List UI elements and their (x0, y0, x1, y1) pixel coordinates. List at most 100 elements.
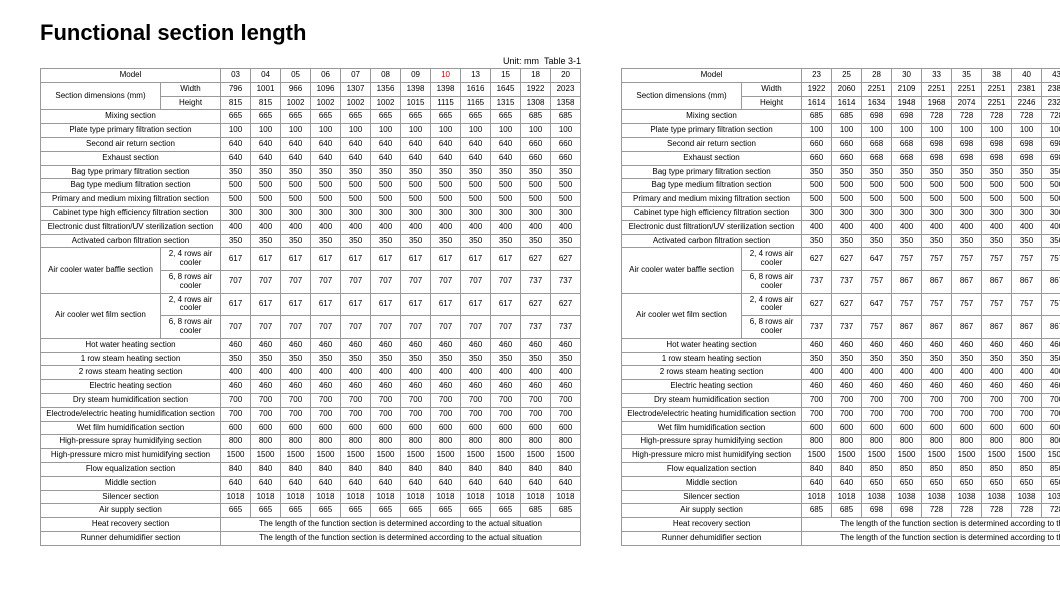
cell: 1500 (551, 449, 581, 463)
cell: 685 (802, 110, 832, 124)
row-label: 1 row steam heating section (622, 352, 802, 366)
cell: 460 (551, 338, 581, 352)
cell: 627 (802, 248, 832, 271)
cell: 707 (341, 270, 371, 293)
row-label: Flow equalization section (41, 462, 221, 476)
row-label: Bag type primary filtration section (622, 165, 802, 179)
cell: 757 (922, 248, 952, 271)
cell: 867 (922, 316, 952, 339)
cell: 700 (982, 393, 1012, 407)
cell: 698 (1042, 137, 1060, 151)
cell: 757 (952, 248, 982, 271)
cell: 400 (892, 366, 922, 380)
cell: 600 (251, 421, 281, 435)
cell: 640 (221, 476, 251, 490)
cell: 707 (371, 270, 401, 293)
cell: 350 (952, 165, 982, 179)
cell: 660 (521, 137, 551, 151)
cell: 617 (251, 293, 281, 316)
cell: 350 (281, 352, 311, 366)
cell: 500 (952, 193, 982, 207)
cell: 668 (862, 137, 892, 151)
cell: 757 (982, 293, 1012, 316)
cell: 400 (521, 366, 551, 380)
cell: 460 (1042, 380, 1060, 394)
cell: 300 (551, 206, 581, 220)
cell: 500 (1042, 193, 1060, 207)
cell: 460 (952, 338, 982, 352)
cell: 300 (221, 206, 251, 220)
cell: 700 (551, 393, 581, 407)
cell: 100 (311, 124, 341, 138)
cell: 800 (1012, 435, 1042, 449)
cell: 1018 (491, 490, 521, 504)
row-sublabel: 2, 4 rows air cooler (742, 248, 802, 271)
cell: 867 (952, 270, 982, 293)
cell: 300 (251, 206, 281, 220)
cell: 600 (1042, 421, 1060, 435)
cell: 698 (982, 151, 1012, 165)
cell: 800 (251, 435, 281, 449)
cell: 600 (461, 421, 491, 435)
cell: 400 (521, 220, 551, 234)
cell: 815 (251, 96, 281, 110)
cell: 350 (341, 234, 371, 248)
cell: 700 (1012, 407, 1042, 421)
cell: 640 (491, 151, 521, 165)
cell: 500 (311, 193, 341, 207)
cell: 350 (251, 234, 281, 248)
table-block-2: Unit: mm Table 3-2Model23252830333538404… (621, 56, 1060, 546)
cell: 665 (341, 110, 371, 124)
cell: 300 (952, 206, 982, 220)
row-label: Heat recovery section (41, 518, 221, 532)
cell: 627 (521, 248, 551, 271)
row-label: Silencer section (41, 490, 221, 504)
cell: 800 (802, 435, 832, 449)
cell: 100 (341, 124, 371, 138)
cell: 400 (892, 220, 922, 234)
cell: 685 (802, 504, 832, 518)
cell: 1500 (832, 449, 862, 463)
cell: 800 (281, 435, 311, 449)
cell: 35 (952, 69, 982, 83)
cell: 617 (221, 293, 251, 316)
cell: 100 (401, 124, 431, 138)
cell: 728 (952, 110, 982, 124)
cell: 1500 (371, 449, 401, 463)
cell: 100 (862, 124, 892, 138)
cell: 400 (401, 366, 431, 380)
cell: 700 (952, 393, 982, 407)
cell: 300 (1012, 206, 1042, 220)
cell: 460 (431, 338, 461, 352)
cell: 700 (1042, 407, 1060, 421)
row-label: Dry steam humidification section (41, 393, 221, 407)
header-height: Height (742, 96, 802, 110)
cell: 700 (341, 393, 371, 407)
row-label: Electronic dust filtration/UV sterilizat… (622, 220, 802, 234)
cell: 400 (862, 220, 892, 234)
cell: 840 (251, 462, 281, 476)
row-label: Electrode/electric heating humidificatio… (622, 407, 802, 421)
cell: 1018 (221, 490, 251, 504)
row-group: Air cooler water baffle section (622, 248, 742, 293)
cell: 840 (281, 462, 311, 476)
cell: 640 (802, 476, 832, 490)
cell: 100 (832, 124, 862, 138)
row-label: High-pressure micro mist humidifying sec… (622, 449, 802, 463)
cell: 737 (551, 316, 581, 339)
cell: 1018 (341, 490, 371, 504)
cell: 300 (892, 206, 922, 220)
cell: 400 (922, 366, 952, 380)
cell: 850 (1042, 462, 1060, 476)
row-label: High-pressure micro mist humidifying sec… (41, 449, 221, 463)
cell: 460 (922, 380, 952, 394)
cell: 100 (922, 124, 952, 138)
tables-wrapper: Unit: mm Table 3-1Model03040506070809101… (40, 56, 1020, 546)
cell: 350 (251, 352, 281, 366)
cell: 1315 (491, 96, 521, 110)
cell: 400 (1042, 366, 1060, 380)
row-label: Air supply section (41, 504, 221, 518)
cell: 757 (892, 248, 922, 271)
cell: 1500 (461, 449, 491, 463)
cell: 1018 (431, 490, 461, 504)
